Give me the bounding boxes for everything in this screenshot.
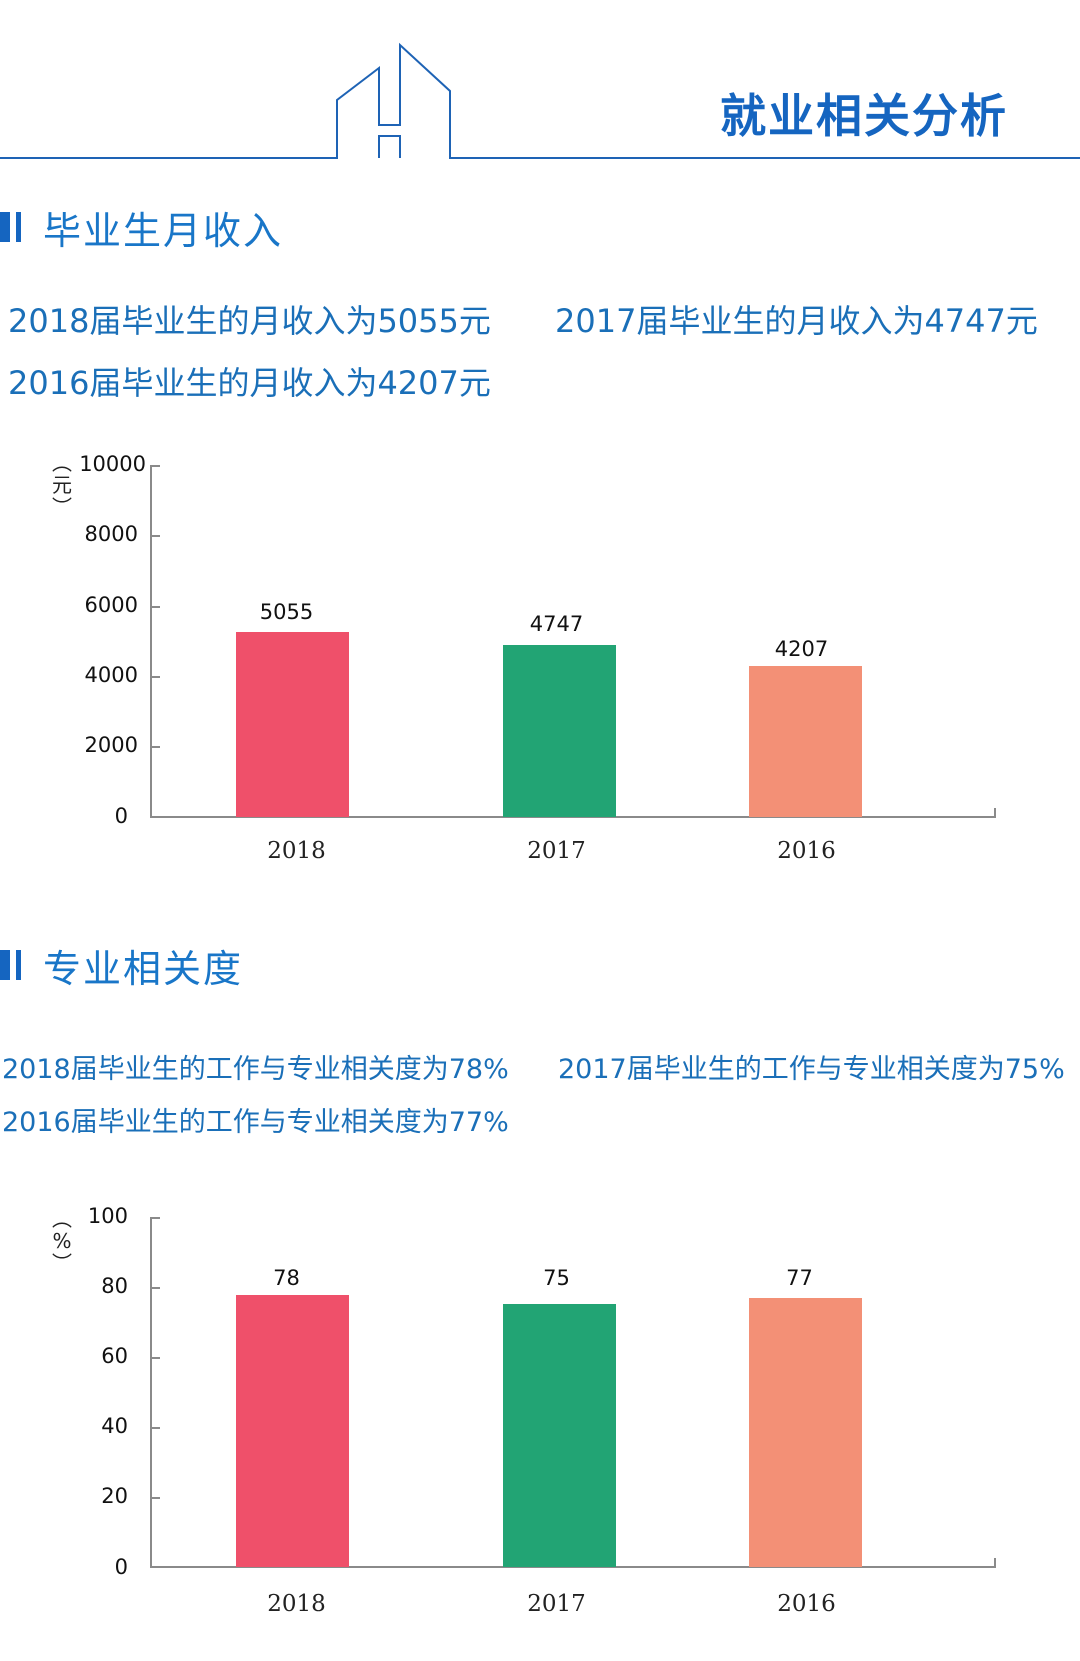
y-tick [150,676,160,678]
x-axis [150,816,996,818]
y-tick [150,746,160,748]
y-tick [150,465,160,467]
section-marker-icon [16,950,21,980]
y-tick-label: 2000 [84,733,138,757]
bar-value-label: 5055 [259,600,314,624]
section-title: 专业相关度 [43,946,244,991]
bar-value-label: 75 [543,1266,570,1290]
section-marker-icon [0,950,10,980]
relevance-stat-2016: 2016届毕业生的工作与专业相关度为77% [2,1107,509,1138]
bar-value-label: 4207 [774,637,829,661]
building-outline-icon [0,42,1080,159]
section-heading-major-relevance: 专业相关度 [0,945,243,991]
y-tick [150,535,160,537]
y-axis-unit: ︵ 元 ︶ [52,451,72,519]
y-tick [150,1357,160,1359]
y-tick [150,1427,160,1429]
section-marker-icon [16,212,21,242]
relevance-stat-2018: 2018届毕业生的工作与专业相关度为78% [2,1054,509,1085]
y-tick-label: 0 [114,1555,128,1579]
bar-2016 [749,666,862,817]
x-category-label: 2016 [777,838,836,864]
y-tick-label: 80 [101,1274,128,1298]
y-tick-label: 60 [101,1344,128,1368]
section-title: 毕业生月收入 [43,208,284,253]
bar-value-label: 4747 [529,612,584,636]
page-title: 就业相关分析 [720,89,1008,143]
y-tick [150,606,160,608]
y-axis [150,1217,152,1568]
x-axis-end-tick [994,808,996,816]
bar-2017 [503,1304,616,1567]
section-heading-monthly-income: 毕业生月收入 [0,207,283,253]
y-tick [150,1217,160,1219]
x-category-label: 2018 [267,838,326,864]
y-tick-label: 20 [101,1484,128,1508]
x-axis [150,1566,996,1568]
income-stat-2018: 2018届毕业生的月收入为5055元 [8,302,491,340]
bar-value-label: 78 [273,1266,300,1290]
y-axis [150,465,152,818]
x-category-label: 2017 [527,1591,586,1617]
x-category-label: 2017 [527,838,586,864]
y-tick-label: 40 [101,1414,128,1438]
bar-2016 [749,1298,862,1567]
y-axis-unit: ︵% ︶ [52,1207,72,1275]
x-category-label: 2018 [267,1591,326,1617]
y-tick-label: 6000 [84,593,138,617]
x-category-label: 2016 [777,1591,836,1617]
y-tick-label: 0 [114,804,128,828]
income-stat-2016: 2016届毕业生的月收入为4207元 [8,364,491,402]
section-marker-icon [0,212,10,242]
y-tick [150,1497,160,1499]
y-tick-label: 10000 [79,452,146,476]
income-stat-2017: 2017届毕业生的月收入为4747元 [555,302,1038,340]
y-tick-label: 4000 [84,663,138,687]
bar-value-label: 77 [786,1266,813,1290]
bar-2018 [236,632,349,817]
y-tick [150,1287,160,1289]
bar-2017 [503,645,616,817]
y-tick-label: 100 [87,1204,128,1228]
bar-2018 [236,1295,349,1567]
y-tick-label: 8000 [84,522,138,546]
x-axis-end-tick [994,1558,996,1566]
relevance-stat-2017: 2017届毕业生的工作与专业相关度为75% [558,1054,1065,1085]
